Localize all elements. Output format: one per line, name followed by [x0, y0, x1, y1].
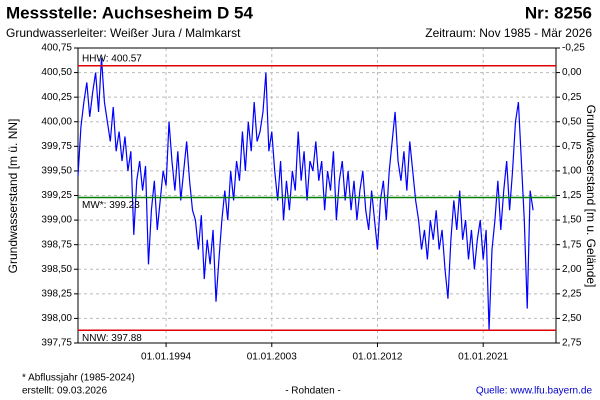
y-tick-label: 400,25: [41, 92, 72, 103]
y2-tick-label: 1,25: [562, 190, 582, 201]
y-tick-label: 398,00: [41, 313, 72, 324]
y-axis-label: Grundwasserstand [m ü. NN]: [6, 119, 20, 274]
reference-label: HHW: 400.57: [82, 53, 142, 64]
raw-data-note: - Rohdaten -: [285, 386, 341, 397]
y2-tick-label: -0,25: [562, 43, 585, 54]
y2-tick-label: 1,75: [562, 239, 582, 250]
y2-tick-label: 1,00: [562, 166, 582, 177]
station-number: Nr: 8256: [525, 3, 592, 22]
source[interactable]: Quelle: www.lfu.bayern.de: [476, 386, 593, 397]
x-tick-label: 01.01.2021: [458, 352, 508, 363]
period: Zeitraum: Nov 1985 - Mär 2026: [425, 26, 592, 40]
y2-tick-label: 0,00: [562, 67, 582, 78]
x-tick-label: 01.01.1994: [141, 352, 191, 363]
y2-tick-label: 2,50: [562, 313, 582, 324]
x-tick-label: 01.01.2003: [247, 352, 297, 363]
reference-label: NNW: 397.88: [82, 333, 142, 344]
chart-title: Messstelle: Auchsesheim D 54: [6, 3, 253, 22]
y-tick-label: 398,75: [41, 239, 72, 250]
y-tick-label: 400,00: [41, 116, 72, 127]
y-tick-label: 398,50: [41, 264, 72, 275]
y-tick-label: 398,25: [41, 288, 72, 299]
y2-tick-label: 2,75: [562, 338, 582, 349]
y2-tick-label: 1,50: [562, 215, 582, 226]
y2-tick-label: 0,50: [562, 116, 582, 127]
y-tick-label: 400,75: [41, 43, 72, 54]
y2-tick-label: 0,25: [562, 92, 582, 103]
footnote: * Abflussjahr (1985-2024): [22, 373, 135, 384]
created-date: erstellt: 09.03.2026: [22, 386, 107, 397]
reference-label: MW*: 399.23: [82, 200, 140, 211]
subtitle: Grundwasserleiter: Weißer Jura / Malmkar…: [6, 26, 241, 40]
y-tick-label: 400,50: [41, 67, 72, 78]
plot-frame: [77, 47, 557, 344]
y-tick-label: 399,50: [41, 166, 72, 177]
y-tick-label: 399,25: [41, 190, 72, 201]
y-tick-label: 399,00: [41, 215, 72, 226]
y-tick-label: 397,75: [41, 338, 72, 349]
y2-tick-label: 2,25: [562, 288, 582, 299]
y2-tick-label: 2,00: [562, 264, 582, 275]
level-line: [77, 57, 534, 331]
y2-tick-label: 0,75: [562, 141, 582, 152]
x-tick-label: 01.01.2012: [352, 352, 402, 363]
y2-axis-label: Grundwasserstand [m u. Gelände]: [584, 105, 598, 288]
y-tick-label: 399,75: [41, 141, 72, 152]
